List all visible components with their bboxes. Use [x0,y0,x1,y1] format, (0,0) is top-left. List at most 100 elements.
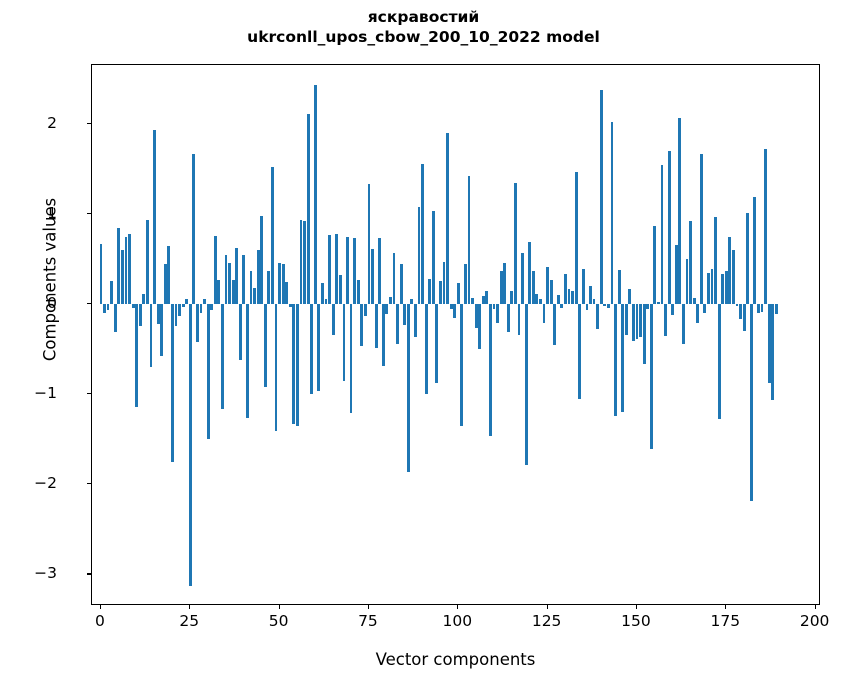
bar [721,274,725,304]
bar [535,294,539,304]
bar [517,303,521,336]
bar [217,279,221,304]
bar [539,299,542,304]
bar [117,228,121,304]
bar [460,303,464,426]
bar [707,273,710,304]
bar [163,264,167,304]
bar [242,255,246,304]
bar [774,303,778,314]
bar [621,303,625,413]
bar [135,303,139,407]
bar [542,303,546,323]
bar [253,287,256,304]
bar [667,150,671,304]
bar [160,303,164,357]
bar [403,303,407,325]
bar [195,303,199,342]
bar [356,280,360,304]
bar [149,303,153,368]
bar [156,303,160,324]
bar [471,297,474,304]
x-tick-mark [278,605,280,609]
bar [238,303,242,360]
bar [496,303,499,323]
bar [170,303,174,462]
bar [213,236,217,304]
bar [438,281,442,304]
bar [524,303,528,466]
bar [564,274,567,304]
bar [606,303,610,309]
bar [192,154,196,304]
x-tick-label: 175 [710,612,741,630]
x-tick-label: 75 [358,612,378,630]
bar [510,291,514,304]
bar [385,303,389,314]
bar [263,303,267,387]
bar [449,303,453,310]
bar [728,237,732,304]
bar [589,285,592,304]
bar [310,303,314,395]
bar [631,303,635,341]
bar [306,113,310,304]
bar [610,121,614,304]
bar [145,220,149,304]
y-tick-mark [87,302,91,305]
bar [106,303,110,311]
bar [331,303,335,335]
bar [653,226,657,304]
bar [228,263,231,304]
bar [206,303,210,440]
x-tick-label: 150 [621,612,651,630]
bar [671,303,675,315]
bar [210,303,214,311]
bar [764,148,768,304]
x-tick-mark [189,605,191,609]
x-tick-mark [814,605,816,609]
bar [99,244,103,304]
bar [617,269,621,304]
bar [185,298,189,304]
bar [410,298,414,304]
bar [732,249,735,304]
bar [592,299,596,304]
bar [531,271,535,304]
bar [585,303,589,311]
bar [446,132,449,304]
bar [581,268,585,304]
bar [692,297,696,304]
bar [274,303,278,432]
x-tick-mark [546,605,548,609]
bar [267,270,271,304]
x-tick-label: 200 [799,612,830,630]
bar [635,303,639,340]
bar [399,264,403,304]
bar [514,183,517,304]
bar [456,283,460,304]
bar [378,238,382,304]
y-tick-mark [87,212,91,214]
bar [203,299,206,304]
bar [481,295,485,304]
bar [360,303,364,347]
x-axis-label: Vector components [375,650,536,669]
bar [231,280,235,304]
bar [281,264,285,304]
bar [342,303,346,382]
bar [689,220,692,304]
bar [717,303,721,420]
bar [503,263,507,304]
bar [288,303,292,307]
chart-title: яскравостий ukrconll_upos_cbow_200_10_20… [247,8,600,46]
bar [528,241,532,304]
bar [556,294,560,304]
bar [174,303,178,326]
bar [742,303,746,331]
bar [235,248,239,304]
bar [120,249,124,304]
x-tick-mark [457,605,459,609]
x-tick-mark [99,605,102,609]
y-tick-mark [87,483,91,485]
